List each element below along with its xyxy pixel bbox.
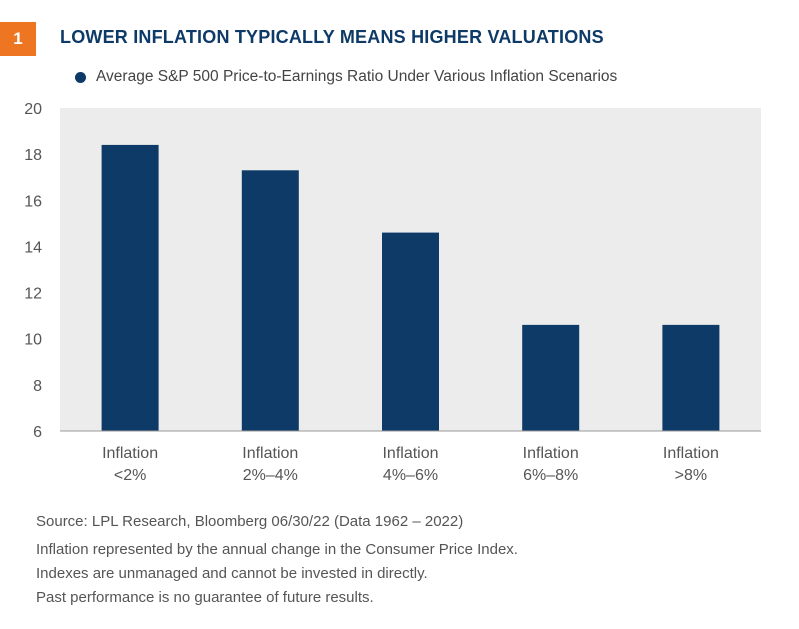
x-tick-label: Inflation xyxy=(523,445,579,462)
y-tick-label: 20 xyxy=(24,101,42,118)
bar xyxy=(662,324,720,431)
footnote-line: Indexes are unmanaged and cannot be inve… xyxy=(36,565,428,582)
y-tick-label: 6 xyxy=(33,424,42,441)
figure-number-badge: 1 xyxy=(0,22,36,56)
x-tick-label: >8% xyxy=(675,467,707,484)
x-tick-label: Inflation xyxy=(382,445,438,462)
x-tick-label: Inflation xyxy=(663,445,719,462)
x-tick-label: 6%–8% xyxy=(523,467,578,484)
footnote-line: Inflation represented by the annual chan… xyxy=(36,541,518,558)
y-tick-label: 12 xyxy=(24,286,42,303)
y-tick-label: 16 xyxy=(24,193,42,210)
bar xyxy=(241,170,299,432)
footnotes: Source: LPL Research, Bloomberg 06/30/22… xyxy=(36,510,518,610)
bar xyxy=(382,232,439,431)
x-tick-label: 4%–6% xyxy=(383,467,438,484)
bar xyxy=(101,144,159,431)
y-tick-label: 10 xyxy=(24,332,42,349)
y-tick-label: 14 xyxy=(24,239,42,256)
bar xyxy=(522,324,580,431)
x-axis-labels: Inflation <2% Inflation 2%–4% Inflation 4%–6%… xyxy=(102,445,719,484)
x-tick-label: 2%–4% xyxy=(243,467,298,484)
chart-title: LOWER INFLATION TYPICALLY MEANS HIGHER V… xyxy=(60,27,604,47)
legend-marker xyxy=(75,71,86,83)
source-note: Source: LPL Research, Bloomberg 06/30/22… xyxy=(36,513,464,530)
x-tick-label: <2% xyxy=(114,467,146,484)
bar-chart: 6 8 10 12 14 16 18 20 Inflation <2% Inflation 2%–4… xyxy=(24,101,761,484)
chart-legend: Average S&P 500 Price-to-Earnings Ratio … xyxy=(75,68,617,86)
y-tick-label: 8 xyxy=(33,378,42,395)
footnote-line: Past performance is no guarantee of futu… xyxy=(36,589,374,606)
legend-label: Average S&P 500 Price-to-Earnings Ratio … xyxy=(96,68,618,85)
y-axis-ticks: 6 8 10 12 14 16 18 20 xyxy=(24,101,42,441)
x-tick-label: Inflation xyxy=(102,445,158,462)
x-tick-label: Inflation xyxy=(242,445,298,462)
bars xyxy=(101,144,720,432)
y-tick-label: 18 xyxy=(24,147,42,164)
